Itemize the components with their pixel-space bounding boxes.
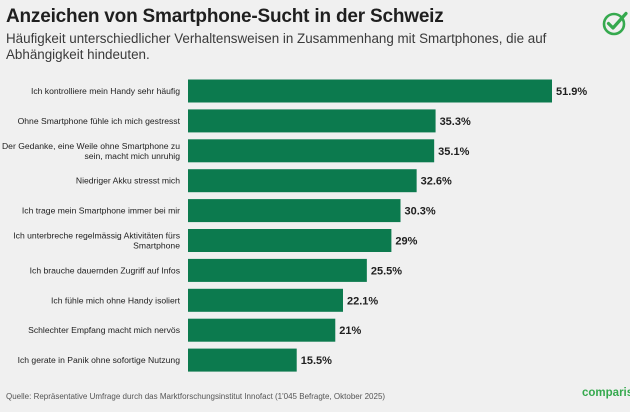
bar [188,229,392,252]
category-label: Ich unterbreche regelmässig Aktivitäten … [13,231,180,251]
bar [188,79,552,103]
value-label: 30.3% [405,206,436,218]
chart-subtitle: Häufigkeit unterschiedlicher Verhaltensw… [6,31,547,62]
bar [188,348,297,372]
value-label: 21% [339,325,361,337]
category-label: Ich brauche dauernden Zugriff auf Infos [30,265,180,275]
chart-title: Anzeichen von Smartphone-Sucht in der Sc… [6,6,444,27]
bar [188,109,436,133]
bar [188,199,401,223]
value-label: 25.5% [371,265,402,277]
brand-logo-text: comparis.ch [582,387,630,399]
category-label: Niedriger Akku stresst mich [76,176,180,186]
value-label: 15.5% [301,355,332,367]
bar [188,169,417,193]
value-label: 35.3% [440,116,471,128]
category-label: Ich trage mein Smartphone immer bei mir [22,206,180,216]
bar [188,139,435,163]
value-label: 35.1% [438,146,469,158]
value-label: 22.1% [347,295,378,307]
value-label: 51.9% [556,86,587,98]
bar [188,318,336,342]
category-label: Schlechter Empfang macht mich nervös [28,325,180,335]
value-label: 29% [395,236,417,248]
value-label: 32.6% [421,176,452,188]
category-label: Ich gerate in Panik ohne sofortige Nutzu… [18,355,181,365]
category-label: Ohne Smartphone fühle ich mich gestresst [18,116,181,126]
category-label: Ich kontrolliere mein Handy sehr häufig [31,86,180,96]
category-label: Der Gedanke, eine Weile ohne Smartphone … [2,141,180,161]
bar [188,258,367,282]
category-label: Ich fühle mich ohne Handy isoliert [51,295,181,305]
source-note: Quelle: Repräsentative Umfrage durch das… [6,392,386,401]
check-circle-icon [602,11,628,36]
bar [188,288,343,312]
